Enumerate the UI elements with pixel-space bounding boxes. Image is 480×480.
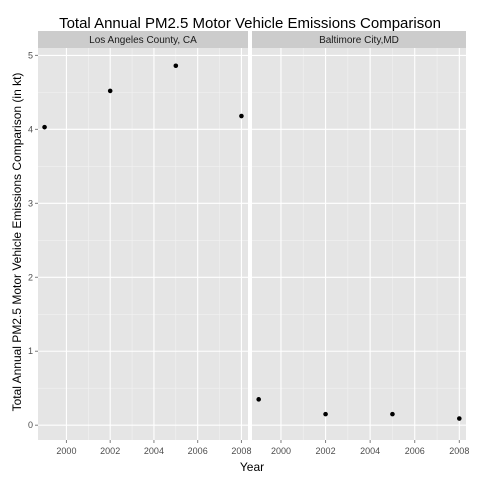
y-tick-label: 5 bbox=[28, 50, 33, 60]
x-axis: 2000 2002 2004 2006 2008 2000 2002 2004 2006 2008 bbox=[56, 440, 469, 456]
x-tick-label: 2006 bbox=[405, 446, 425, 456]
y-tick-label: 2 bbox=[28, 272, 33, 282]
data-point bbox=[256, 397, 261, 402]
data-point bbox=[457, 416, 462, 421]
x-tick-label: 2002 bbox=[100, 446, 120, 456]
data-point bbox=[107, 88, 113, 94]
facet-panels: Los Angeles County, CA Baltimore City,MD bbox=[38, 31, 466, 440]
panel-background bbox=[252, 48, 466, 440]
facet-strip bbox=[252, 31, 466, 48]
y-tick-label: 1 bbox=[28, 346, 33, 356]
y-tick-label: 0 bbox=[28, 420, 33, 430]
data-point bbox=[173, 63, 179, 69]
x-tick-label: 2000 bbox=[271, 446, 291, 456]
data-point bbox=[42, 124, 47, 130]
facet-strip-label: Baltimore City,MD bbox=[319, 35, 399, 46]
x-tick-label: 2004 bbox=[144, 446, 164, 456]
x-tick-label: 2006 bbox=[188, 446, 208, 456]
x-tick-label: 2002 bbox=[316, 446, 336, 456]
facet-panel-2: Baltimore City,MD bbox=[252, 31, 466, 440]
facet-strip bbox=[38, 31, 248, 48]
x-tick-label: 2008 bbox=[449, 446, 469, 456]
x-tick-label: 2000 bbox=[56, 446, 76, 456]
x-tick-label: 2008 bbox=[231, 446, 251, 456]
facet-panel-1: Los Angeles County, CA bbox=[38, 31, 248, 440]
y-axis-title: Total Annual PM2.5 Motor Vehicle Emissio… bbox=[10, 73, 24, 412]
facet-strip-label: Los Angeles County, CA bbox=[89, 35, 197, 46]
x-tick-label: 2004 bbox=[360, 446, 380, 456]
data-point bbox=[390, 411, 395, 417]
y-tick-label: 4 bbox=[28, 124, 33, 134]
chart-title: Total Annual PM2.5 Motor Vehicle Emissio… bbox=[59, 15, 441, 32]
data-point bbox=[239, 113, 244, 119]
y-tick-label: 3 bbox=[28, 198, 33, 208]
data-point bbox=[323, 411, 328, 417]
panel-background bbox=[38, 48, 248, 440]
y-axis: 0 1 2 3 4 5 bbox=[28, 50, 38, 430]
x-axis-title: Year bbox=[240, 460, 264, 474]
